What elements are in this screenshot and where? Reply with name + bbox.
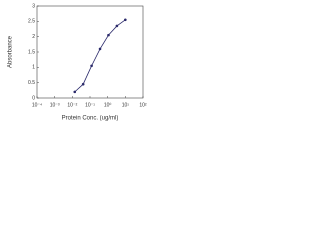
y-tick-label: 2 [32,34,35,40]
data-point [98,47,102,51]
x-tick-label: 10² [139,102,147,108]
y-tick-label: 3 [32,3,35,9]
x-tick-label: 10⁻³ [50,102,60,108]
y-tick-label: 0 [32,95,35,101]
x-tick-label: 10⁻⁴ [32,102,42,108]
data-point [115,24,119,28]
x-tick-label: 10⁻² [67,102,77,108]
data-point [73,90,77,94]
plot-frame [36,5,144,99]
y-tick-label: 1.5 [28,49,35,55]
data-point [90,64,93,68]
y-tick-label: 0.5 [28,80,35,86]
x-axis-label: Protein Conc. (ug/ml) [62,116,119,122]
x-tick-label: 10¹ [122,102,130,108]
data-line [74,19,126,93]
x-tick-label: 10⁻¹ [85,102,95,108]
data-point [124,18,127,22]
y-axis-label: Absorbance [8,35,14,68]
data-point [81,82,85,86]
y-tick-label: 2.5 [28,19,35,25]
data-point [107,33,110,37]
x-tick-label: 10⁰ [104,102,112,108]
y-tick-label: 1 [32,65,35,71]
chart: Protein Conc. (ug/ml) Absorbance 0 0.5 1 1.… [8,3,147,122]
